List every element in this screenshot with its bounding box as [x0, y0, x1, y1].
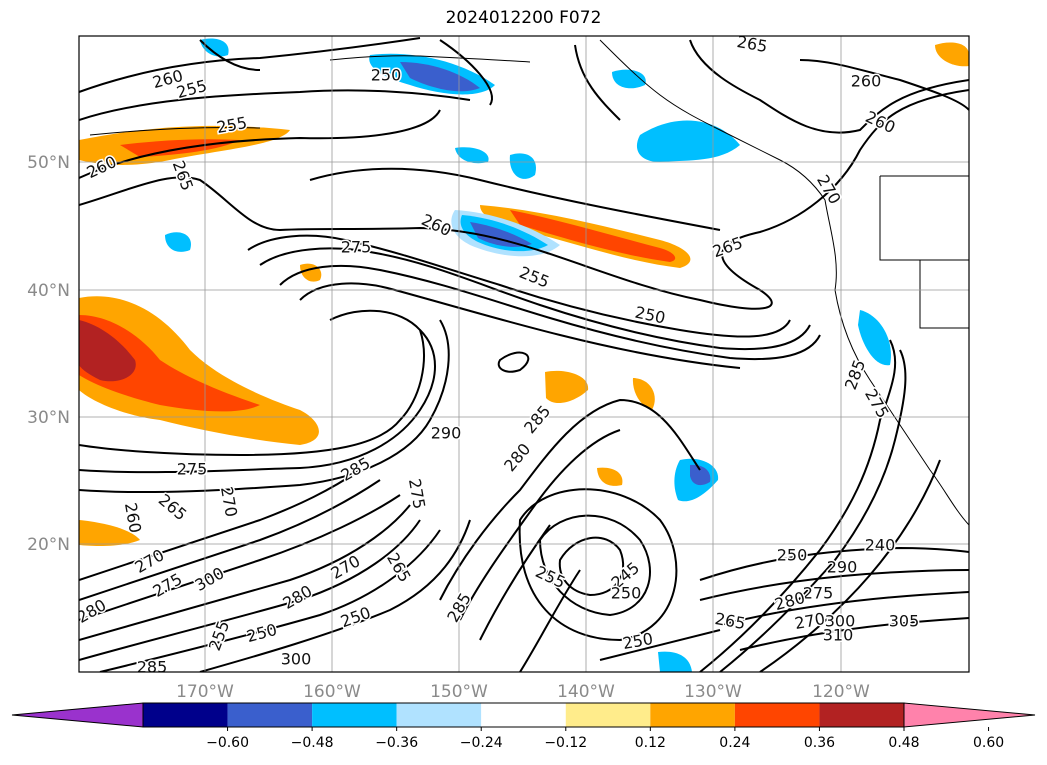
- contour-label: 250: [777, 546, 808, 565]
- anomaly-band-gulf-core: [510, 210, 676, 262]
- lon-tick-label: 160°W: [303, 682, 361, 702]
- lon-tick-label: 150°W: [430, 682, 488, 702]
- lat-tick-label: 20°N: [27, 535, 70, 555]
- anomaly-neg-small3: [509, 153, 536, 179]
- contour-label: 275: [803, 584, 834, 603]
- longitude-tick-labels: 170°W 160°W 150°W 140°W 130°W 120°W: [176, 682, 870, 702]
- colorbar-tick-label: −0.36: [375, 735, 418, 751]
- anomaly-neg-small2: [455, 147, 489, 164]
- colorbar: −0.60 −0.48 −0.36 −0.24 −0.12 0.12 0.24 0.36 0.4…: [11, 702, 1036, 751]
- anomaly-band-west: [79, 296, 319, 445]
- colorbar-tick-label: −0.24: [460, 735, 503, 751]
- lat-tick-label: 30°N: [27, 408, 70, 428]
- anomaly-pos-sw: [79, 520, 140, 546]
- anomaly-neg-small1: [165, 232, 191, 252]
- contour-label: 275: [341, 238, 372, 257]
- colorbar-swatch: [650, 703, 735, 727]
- colorbar-tick-label: 0.48: [888, 735, 919, 751]
- contour-label: 290: [431, 424, 462, 443]
- anomaly-neg-alaska: [636, 120, 740, 162]
- contour-label: 310: [823, 626, 854, 645]
- colorbar-swatch: [143, 703, 228, 727]
- colorbar-swatch: [481, 703, 566, 727]
- contour-label: 275: [177, 460, 208, 479]
- colorbar-swatch: [227, 703, 313, 727]
- colorbar-tick-label: 0.12: [635, 735, 666, 751]
- colorbar-swatch: [565, 703, 651, 727]
- colorbar-extend-high: [903, 702, 1036, 728]
- coastlines: [89, 39, 969, 526]
- contour-label: 305: [889, 612, 920, 631]
- contour-lines: [79, 37, 969, 672]
- colorbar-swatch: [819, 703, 904, 727]
- anomaly-neg-south-core: [690, 464, 711, 486]
- contour-label: 290: [827, 558, 858, 577]
- colorbar-swatch: [312, 703, 397, 727]
- lat-tick-label: 40°N: [27, 281, 70, 301]
- anomaly-neg-small6: [658, 651, 692, 672]
- colorbar-tick-label: −0.48: [291, 735, 334, 751]
- anomaly-pos-sub1: [545, 370, 589, 404]
- colorbar-tick-label: −0.12: [544, 735, 587, 751]
- latitude-tick-labels: 50°N 40°N 30°N 20°N: [27, 153, 70, 555]
- map-title: 2024012200 F072: [445, 8, 602, 28]
- contour-label: 240: [865, 536, 896, 555]
- contour-label: 285: [137, 658, 168, 677]
- anomaly-neg-small5: [200, 38, 229, 57]
- contour-label: 250: [621, 629, 654, 653]
- anomaly-neg-small4: [612, 69, 646, 89]
- anomaly-neg-north-core: [400, 62, 480, 92]
- lat-tick-label: 50°N: [27, 153, 70, 173]
- anomaly-neg-gulf-max: [470, 222, 532, 247]
- anomaly-band-west-core: [79, 315, 260, 412]
- map-frame: [78, 35, 970, 673]
- colorbar-swatch: [396, 703, 482, 727]
- anomaly-neg-coast: [858, 310, 891, 366]
- anomaly-pos-sub3: [597, 467, 623, 486]
- lon-tick-label: 130°W: [684, 682, 742, 702]
- contour-label: 250: [371, 66, 402, 85]
- lon-tick-label: 140°W: [557, 682, 615, 702]
- colorbar-extend-low: [11, 702, 144, 728]
- anomaly-band-west-max: [79, 320, 136, 382]
- colorbar-tick-label: 0.60: [973, 735, 1004, 751]
- anomaly-pos-sub2: [632, 378, 655, 410]
- contour-label: 300: [825, 612, 856, 631]
- colorbar-tick-label: 0.36: [804, 735, 835, 751]
- contour-label: 250: [611, 584, 642, 603]
- colorbar-outline: [142, 702, 905, 728]
- shaded-field-layer: [79, 38, 969, 672]
- colorbar-swatch: [734, 703, 820, 727]
- contour-label: 300: [281, 650, 312, 669]
- anomaly-pos-nw: [935, 42, 969, 67]
- colorbar-tick-label: 0.24: [719, 735, 750, 751]
- lon-tick-label: 170°W: [176, 682, 234, 702]
- contour-label: 260: [851, 72, 882, 91]
- gridlines: [79, 36, 969, 672]
- colorbar-tick-label: −0.60: [206, 735, 249, 751]
- lon-tick-label: 120°W: [812, 682, 870, 702]
